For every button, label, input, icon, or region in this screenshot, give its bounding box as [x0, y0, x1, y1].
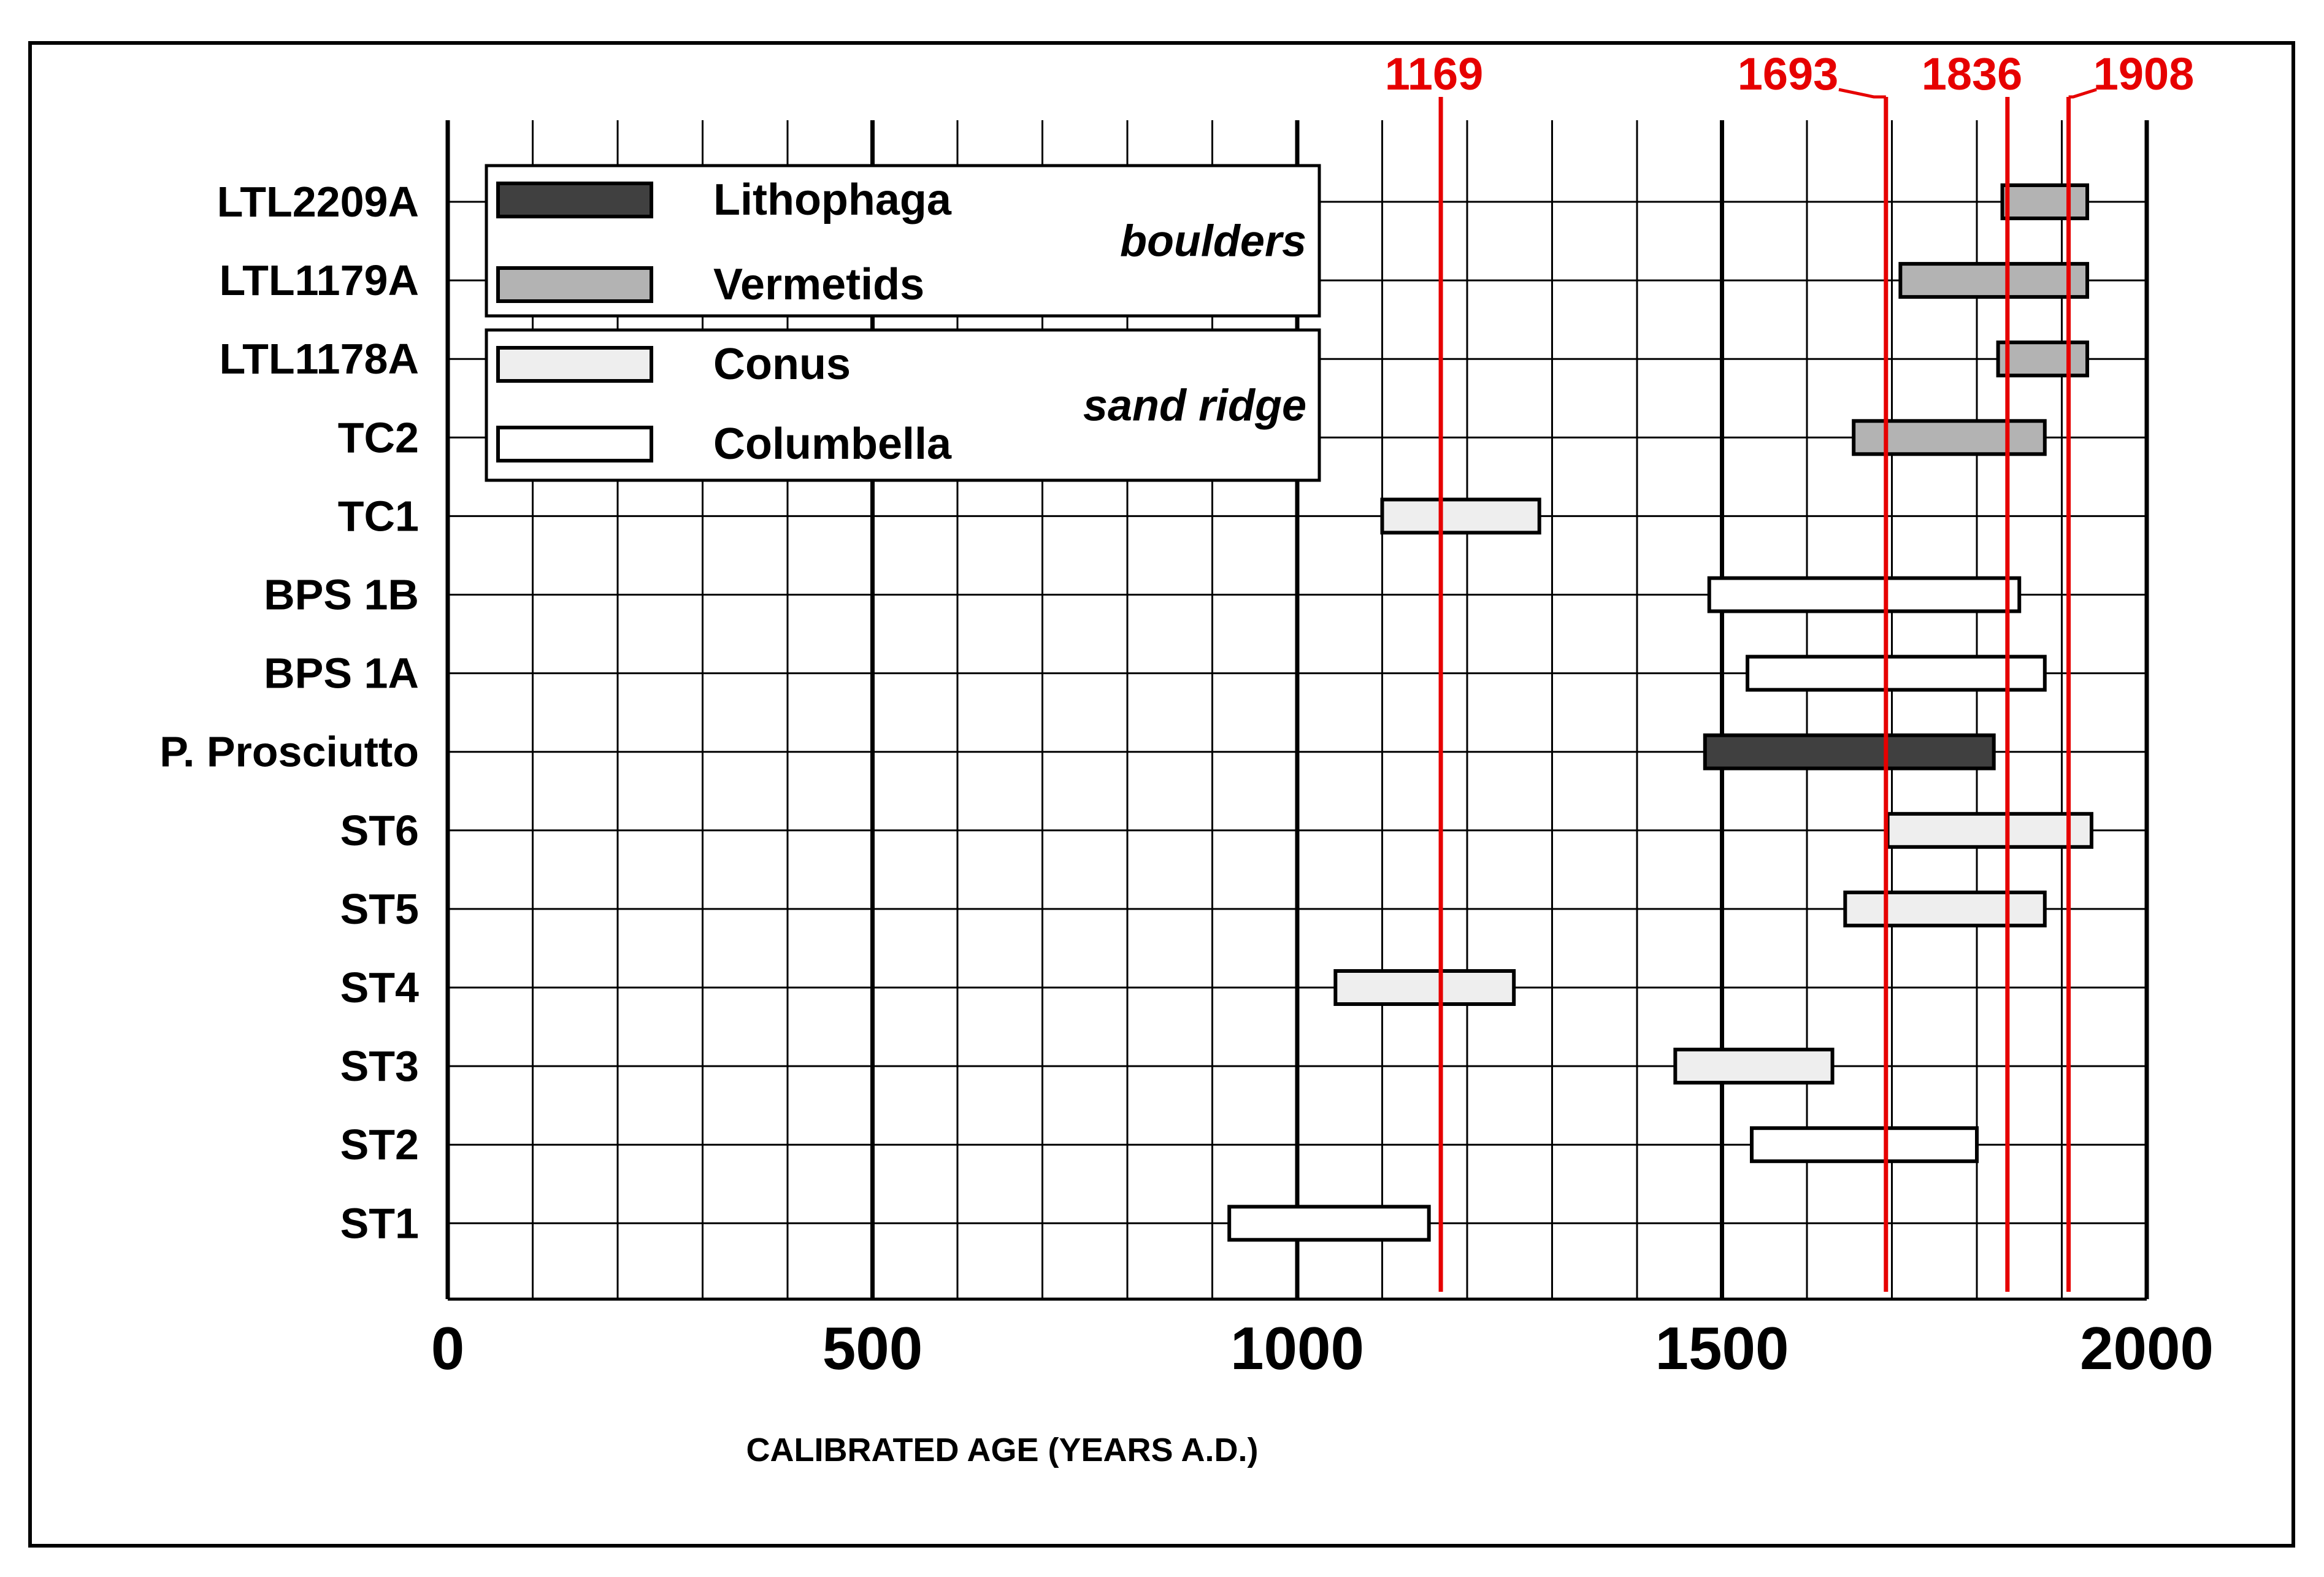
- legend-label: Conus: [713, 340, 851, 389]
- reference-label: 1908: [2093, 48, 2195, 99]
- range-bar: [1749, 1126, 1979, 1164]
- reference-leader: [2068, 88, 2097, 99]
- category-label: ST6: [340, 807, 419, 854]
- category-label: ST5: [340, 885, 419, 933]
- axis-labels: 0 500 1000 1500 2000 LTL2209A LTL1179A LTL1178A…: [159, 178, 2214, 1382]
- reference-leader: [1838, 88, 1886, 99]
- legend-swatch: [496, 346, 653, 383]
- legend-label: Columbella: [713, 420, 952, 469]
- range-bar: [1707, 576, 2022, 613]
- range-bars: [1227, 183, 2093, 1242]
- x-tick-label: 500: [823, 1314, 923, 1382]
- range-bar: [1333, 969, 1516, 1006]
- category-label: P. Prosciutto: [159, 728, 419, 776]
- range-bar: [2000, 183, 2090, 220]
- x-tick-label: 2000: [2080, 1314, 2214, 1382]
- category-label: BPS 1A: [264, 650, 419, 697]
- legend-label: Vermetids: [713, 260, 924, 309]
- range-bar: [1996, 340, 2090, 378]
- x-tick-label: 0: [431, 1314, 465, 1382]
- range-bar: [1885, 812, 2093, 849]
- reference-label: 1693: [1738, 48, 1839, 99]
- category-label: ST4: [340, 964, 419, 1011]
- reference-label: 1836: [1922, 48, 2023, 99]
- category-label: ST3: [340, 1042, 419, 1090]
- category-label: ST1: [340, 1199, 419, 1247]
- category-label: ST2: [340, 1121, 419, 1168]
- range-bar: [1227, 1205, 1431, 1242]
- x-tick-label: 1000: [1230, 1314, 1364, 1382]
- range-bar: [1673, 1048, 1835, 1085]
- legend-group-label: sand ridge: [1083, 382, 1306, 431]
- range-bar: [1852, 419, 2047, 456]
- range-bar: [1843, 890, 2047, 927]
- category-label: LTL1179A: [220, 256, 420, 304]
- legend: Lithophaga Vermetids boulders Conus Columbel…: [485, 164, 1321, 482]
- x-tick-label: 1500: [1655, 1314, 1789, 1382]
- legend-swatch: [496, 266, 653, 303]
- category-label: TC1: [338, 492, 419, 540]
- range-bar: [1703, 733, 1996, 770]
- category-label: BPS 1B: [264, 571, 419, 619]
- legend-swatch: [496, 426, 653, 462]
- range-bar: [1898, 262, 2090, 299]
- category-label: TC2: [338, 413, 419, 461]
- x-axis-title: CALIBRATED AGE (YEARS A.D.): [746, 1432, 1259, 1468]
- range-bar: [1380, 497, 1541, 535]
- reference-lines: 1169 1693 1836 1908: [1385, 48, 2195, 1292]
- category-label: LTL2209A: [217, 178, 419, 226]
- reference-label: 1169: [1385, 48, 1484, 99]
- range-bar: [1746, 654, 2047, 692]
- legend-swatch: [496, 182, 653, 218]
- legend-group-label: boulders: [1120, 217, 1306, 266]
- legend-label: Lithophaga: [713, 175, 952, 224]
- category-label: LTL1178A: [220, 335, 420, 383]
